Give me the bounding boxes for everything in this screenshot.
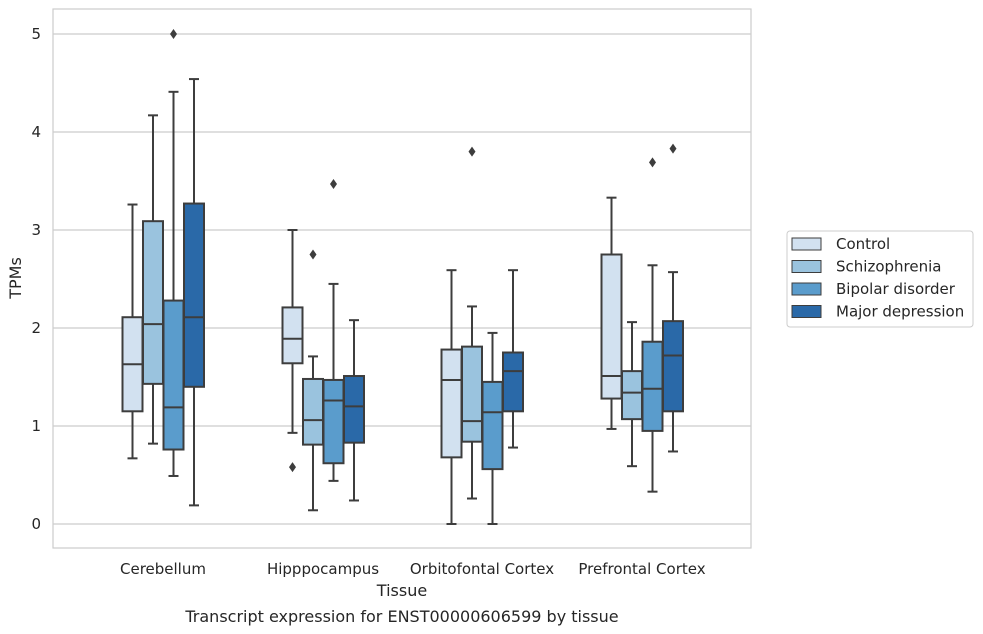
box-major-depression-hipppocampus — [343, 319, 365, 502]
legend-label: Bipolar disorder — [836, 280, 956, 298]
legend-label: Major depression — [836, 303, 964, 321]
box-control-hipppocampus — [281, 229, 304, 473]
y-axis-label: TPMs — [6, 257, 25, 300]
box-major-depression-orbitofontal-cortex — [502, 269, 524, 449]
box-iqr — [502, 351, 524, 413]
y-tick-label: 3 — [31, 221, 41, 239]
outlier-point — [309, 249, 317, 260]
legend-swatch — [791, 305, 822, 318]
box-major-depression-prefrontal-cortex — [662, 143, 684, 453]
box-schizophrenia-cerebellum — [142, 114, 164, 445]
box-bipolar-disorder-orbitofontal-cortex — [481, 331, 504, 525]
outlier-point — [649, 157, 656, 168]
box-iqr — [662, 320, 684, 413]
box-iqr — [481, 380, 504, 471]
plot-area — [52, 8, 752, 549]
box-iqr — [343, 375, 365, 444]
legend-swatch — [791, 282, 822, 296]
box-iqr — [302, 377, 324, 446]
outlier-point — [669, 143, 677, 154]
y-tick-label: 5 — [31, 25, 41, 43]
x-tick-labels: Cerebellum Hipppocampus Orbitofontal Corte… — [120, 560, 706, 578]
legend-frame — [786, 230, 974, 328]
y-tick-label: 2 — [31, 319, 41, 337]
y-tick-labels: 0 1 2 3 4 5 — [31, 25, 41, 533]
box-iqr — [142, 220, 164, 385]
box-iqr — [322, 378, 345, 465]
box-control-prefrontal-cortex — [600, 196, 623, 430]
y-tick-label: 1 — [31, 417, 41, 435]
legend-label: Control — [836, 235, 890, 253]
box-iqr — [461, 345, 483, 443]
x-tick-label: Orbitofontal Cortex — [410, 560, 554, 578]
x-tick-label: Cerebellum — [120, 560, 206, 578]
box-major-depression-cerebellum — [183, 78, 205, 507]
outlier-point — [468, 146, 476, 157]
box-iqr — [281, 306, 304, 365]
y-tick-label: 0 — [31, 515, 41, 533]
outlier-point — [330, 178, 337, 189]
box-series — [121, 29, 684, 525]
legend: Control Schizophrenia Bipolar disorder Majo… — [786, 230, 974, 328]
box-iqr — [440, 348, 463, 459]
y-tick-label: 4 — [31, 123, 41, 141]
box-iqr — [162, 299, 185, 451]
legend-swatch — [791, 237, 822, 251]
legend-label: Schizophrenia — [836, 258, 941, 276]
outlier-point — [170, 29, 177, 39]
outlier-point — [289, 462, 296, 473]
box-iqr — [641, 340, 664, 432]
x-tick-label: Hipppocampus — [267, 560, 379, 578]
box-iqr — [600, 253, 623, 400]
box-schizophrenia-prefrontal-cortex — [621, 321, 643, 468]
box-iqr — [183, 202, 205, 388]
x-tick-label: Prefrontal Cortex — [578, 560, 705, 578]
box-schizophrenia-orbitofontal-cortex — [461, 146, 483, 500]
box-control-orbitofontal-cortex — [440, 269, 463, 525]
box-iqr — [621, 370, 643, 421]
x-axis-label: Tissue — [376, 581, 427, 600]
chart-caption: Transcript expression for ENST0000060659… — [184, 607, 618, 626]
box-bipolar-disorder-cerebellum — [162, 29, 185, 477]
legend-swatch — [791, 260, 822, 273]
